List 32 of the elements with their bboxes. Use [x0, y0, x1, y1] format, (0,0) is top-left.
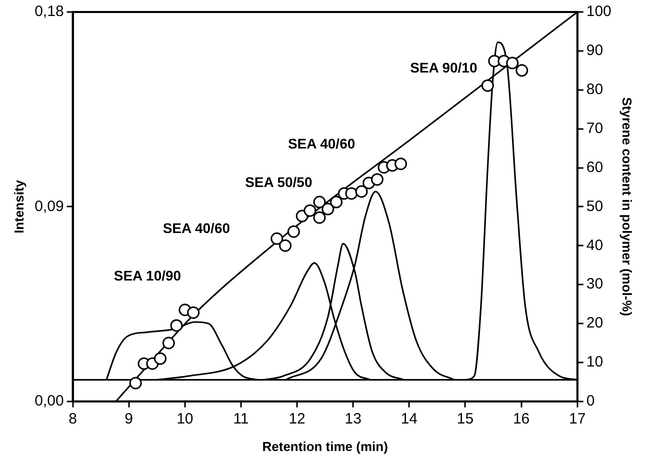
y2-tick-label: 100 [586, 3, 612, 20]
x-axis-title: Retention time (min) [262, 438, 388, 454]
x-tick-label: 15 [456, 410, 474, 428]
y2-tick-label: 20 [586, 314, 604, 332]
x-tick-label: 10 [176, 410, 194, 428]
y2-tick-label: 50 [586, 198, 604, 215]
y2-tick-label: 30 [586, 276, 604, 293]
y-tick-label: 0,18 [34, 3, 64, 20]
y2-tick-label: 70 [586, 120, 604, 137]
x-tick-label: 14 [400, 410, 418, 428]
y2-tick-label: 10 [586, 354, 604, 371]
y-axis-title: Intensity [11, 179, 26, 234]
x-tick-label: 13 [344, 410, 362, 428]
annotation: SEA 40/60 [288, 135, 356, 152]
x-tick-label: 8 [68, 410, 77, 428]
annotation: SEA 40/60 [162, 220, 230, 236]
y2-tick-label: 60 [586, 158, 604, 176]
annotation: SEA 10/90 [114, 268, 182, 284]
annotation: SEA 90/10 [410, 60, 478, 76]
y2-tick-label: 0 [586, 392, 595, 410]
y2-axis-title: Styrene content in polymer (mol-%) [620, 97, 635, 316]
y-tick-label: 0,09 [34, 198, 64, 215]
annotation: SEA 50/50 [245, 174, 312, 190]
x-tick-label: 11 [233, 410, 249, 428]
y2-tick-label: 40 [586, 236, 604, 254]
x-tick-label: 16 [512, 410, 530, 428]
y-tick-label: 0,00 [34, 392, 64, 410]
y2-tick-label: 80 [586, 81, 604, 98]
x-tick-label: 9 [124, 410, 134, 428]
y2-tick-label: 90 [586, 42, 604, 60]
x-tick-label: 17 [569, 410, 586, 428]
x-tick-label: 12 [288, 410, 306, 428]
